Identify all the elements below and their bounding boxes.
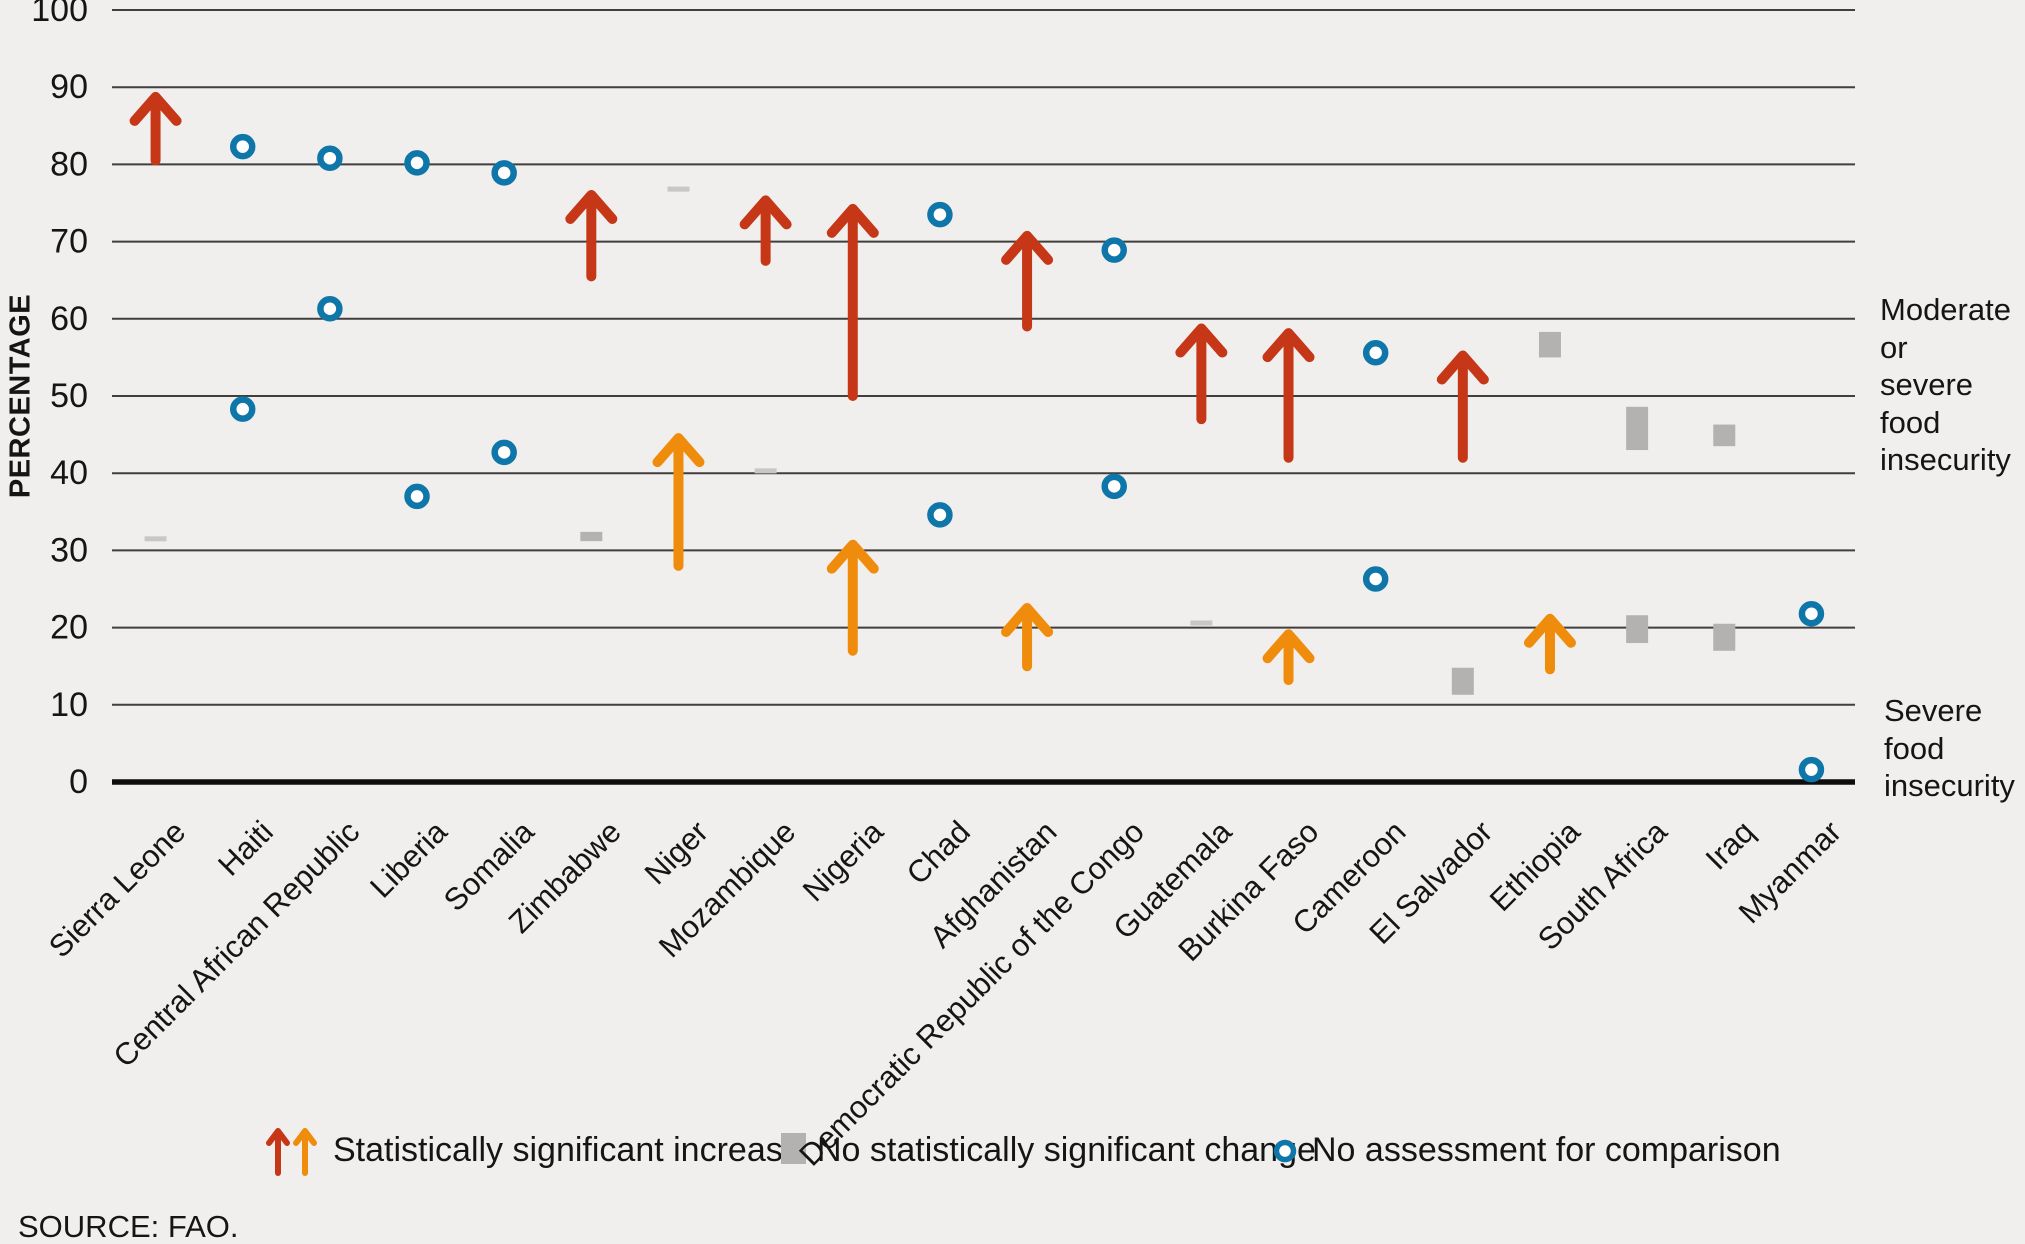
- marker-moderate-arrow-burkina-faso: [1262, 328, 1315, 463]
- marker-severe-circle-chad: [927, 502, 953, 528]
- y-tick-80: 80: [50, 145, 88, 183]
- y-tick-90: 90: [50, 68, 88, 106]
- marker-severe-arrow-ethiopia: [1523, 613, 1576, 675]
- marker-severe-box-el-salvador: [1451, 667, 1474, 695]
- y-tick-40: 40: [50, 454, 88, 492]
- annotation-line: Severe food: [1884, 693, 1983, 766]
- marker-moderate-circle-central-african-republic: [317, 145, 343, 171]
- y-tick-60: 60: [50, 300, 88, 338]
- legend-increase-label: Statistically significant increase: [333, 1131, 802, 1169]
- marker-severe-circle-myanmar: [1798, 756, 1825, 783]
- source-note: SOURCE: FAO.: [18, 1209, 239, 1244]
- marker-severe-dash-guatemala: [1190, 620, 1213, 626]
- marker-moderate-circle-haiti: [229, 133, 256, 160]
- legend-no-assessment-label: No assessment for comparison: [1312, 1131, 1781, 1169]
- marker-moderate-dash-niger: [667, 186, 690, 192]
- marker-severe-box-iraq: [1713, 623, 1736, 651]
- annotation-line: insecurity: [1880, 442, 2011, 477]
- marker-moderate-circle-myanmar: [1798, 600, 1825, 627]
- marker-moderate-arrow-nigeria: [826, 203, 879, 401]
- increase-arrows-icon: [266, 1128, 317, 1176]
- y-tick-100: 100: [31, 0, 88, 29]
- marker-severe-circle-liberia: [404, 483, 430, 510]
- annotation-line: severe food: [1880, 367, 1974, 440]
- y-tick-10: 10: [50, 686, 88, 724]
- marker-moderate-box-iraq: [1713, 424, 1736, 447]
- legend-no-change-label: No statistically significant change: [817, 1131, 1316, 1169]
- annotation-line: insecurity: [1884, 768, 2015, 803]
- annotation-severe-food-insecurity: Severe food insecurity: [1884, 692, 2025, 805]
- marker-moderate-arrow-sierra-leone: [129, 91, 182, 166]
- marker-moderate-arrow-el-salvador: [1436, 350, 1489, 463]
- marker-severe-circle-haiti: [229, 396, 256, 422]
- marker-moderate-arrow-afghanistan: [1001, 230, 1054, 332]
- marker-severe-circle-cameroon: [1362, 566, 1389, 592]
- marker-severe-arrow-afghanistan: [1001, 602, 1054, 672]
- marker-moderate-arrow-mozambique: [739, 195, 792, 266]
- marker-severe-box-south-africa: [1626, 615, 1649, 644]
- marker-severe-dash-mozambique: [754, 468, 777, 474]
- marker-moderate-box-ethiopia: [1538, 331, 1561, 358]
- marker-moderate-circle-somalia: [491, 160, 517, 186]
- annotation-line: Moderate or: [1880, 292, 2011, 365]
- no-assessment-circle-icon: [1273, 1139, 1297, 1163]
- y-tick-50: 50: [50, 377, 88, 415]
- marker-severe-circle-central-african-republic: [317, 296, 343, 322]
- annotation-moderate-or-severe-food-insecurity: Moderate or severe food insecurity: [1880, 291, 2025, 479]
- y-tick-30: 30: [50, 531, 88, 569]
- marker-moderate-circle-liberia: [404, 150, 430, 176]
- marker-moderate-arrow-zimbabwe: [565, 189, 618, 282]
- marker-severe-arrow-nigeria: [826, 539, 879, 656]
- marker-moderate-arrow-guatemala: [1175, 323, 1228, 425]
- marker-moderate-box-south-africa: [1626, 406, 1649, 451]
- marker-severe-circle-democratic-republic-of-the-congo: [1101, 473, 1127, 500]
- y-tick-0: 0: [69, 763, 88, 801]
- marker-severe-box-zimbabwe: [580, 531, 603, 542]
- marker-severe-dash-sierra-leone: [144, 536, 167, 542]
- marker-severe-arrow-burkina-faso: [1262, 629, 1315, 686]
- marker-moderate-circle-democratic-republic-of-the-congo: [1101, 237, 1127, 263]
- y-tick-70: 70: [50, 223, 88, 261]
- marker-severe-circle-somalia: [491, 439, 517, 466]
- no-change-square-icon: [781, 1133, 806, 1164]
- y-tick-20: 20: [50, 609, 88, 647]
- y-axis-title: PERCENTAGE: [4, 293, 37, 499]
- marker-moderate-circle-cameroon: [1362, 340, 1389, 366]
- marker-moderate-circle-chad: [927, 201, 953, 228]
- marker-severe-arrow-niger: [652, 433, 705, 571]
